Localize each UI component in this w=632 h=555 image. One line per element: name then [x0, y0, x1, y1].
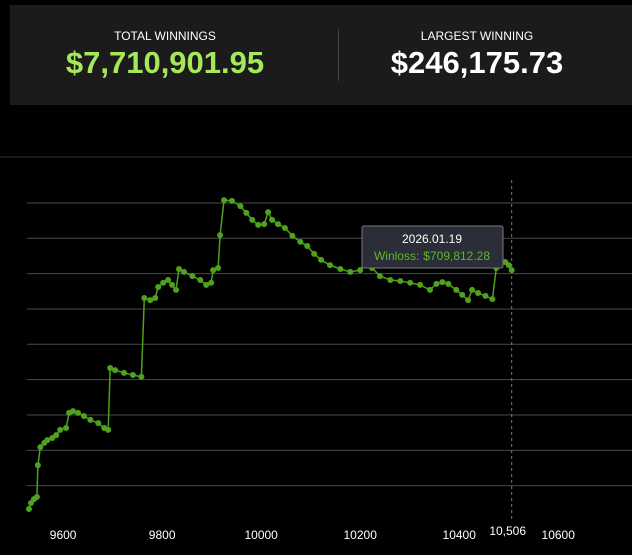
data-point: [180, 268, 187, 275]
data-point: [465, 297, 472, 304]
data-point: [208, 279, 215, 286]
x-tick-label: 9600: [50, 528, 77, 542]
data-point: [189, 273, 196, 280]
data-point: [304, 243, 311, 250]
data-point: [80, 413, 87, 420]
data-point: [105, 426, 112, 433]
data-point: [147, 297, 154, 304]
data-point: [173, 286, 180, 293]
data-point: [203, 281, 210, 288]
x-tick-label: 10200: [344, 528, 378, 542]
tooltip-value-label: $709,812.28: [423, 249, 490, 263]
stat-label: LARGEST WINNING: [420, 29, 534, 43]
largest-stat: LARGEST WINNING $246,175.73: [322, 5, 632, 105]
data-point: [210, 267, 217, 274]
data-point: [407, 279, 414, 286]
data-point: [165, 276, 172, 283]
data-point: [217, 232, 224, 239]
x-tick-label: 10600: [542, 528, 576, 542]
data-point: [63, 425, 70, 432]
data-point: [57, 426, 64, 433]
data-point: [107, 364, 114, 371]
tooltip-value-name: Winloss:: [374, 249, 419, 263]
data-point: [261, 221, 268, 228]
data-point: [453, 286, 460, 293]
separator: [338, 29, 339, 81]
data-point: [87, 416, 94, 423]
stat-value: $246,175.73: [390, 45, 564, 80]
data-point: [160, 279, 167, 286]
data-point: [33, 493, 40, 500]
data-point: [255, 221, 262, 228]
data-point: [357, 267, 364, 274]
data-point: [70, 408, 77, 415]
data-point: [243, 209, 250, 216]
data-point: [347, 268, 354, 275]
data-point: [469, 286, 476, 293]
data-point: [439, 279, 446, 286]
data-point: [387, 276, 394, 283]
data-point: [228, 197, 235, 204]
stats-panel: TOTAL WINNINGS $7,710,901.95 LARGEST WIN…: [10, 5, 632, 105]
data-point: [95, 420, 102, 427]
x-tick-label: 9800: [149, 528, 176, 542]
data-point: [311, 250, 318, 257]
data-point: [318, 256, 325, 263]
data-point: [53, 432, 60, 439]
data-point: [508, 267, 515, 274]
data-point: [281, 225, 288, 232]
data-point: [152, 295, 159, 302]
stat-label: TOTAL WINNINGS: [114, 29, 216, 43]
data-point: [326, 262, 333, 269]
data-point: [265, 209, 272, 216]
data-point: [445, 280, 452, 287]
data-point: [215, 264, 222, 271]
total-stat: TOTAL WINNINGS $7,710,901.95: [10, 5, 320, 105]
data-point: [155, 284, 162, 291]
data-point: [129, 372, 136, 379]
data-point: [175, 266, 182, 273]
tooltip-box: [361, 225, 504, 269]
crosshair-label: 10,506: [489, 524, 526, 538]
data-point: [475, 290, 482, 297]
x-tick-label: 10400: [443, 528, 477, 542]
data-point: [482, 292, 489, 299]
data-point: [141, 295, 148, 302]
data-point: [197, 276, 204, 283]
stat-value: $7,710,901.95: [65, 45, 265, 80]
tooltip-value: Winloss: $709,812.28: [374, 249, 490, 263]
data-point: [169, 281, 176, 288]
data-point: [289, 232, 296, 239]
data-point: [74, 409, 81, 416]
data-point: [489, 296, 496, 303]
data-point: [44, 437, 51, 444]
data-point: [37, 444, 44, 451]
data-point: [269, 216, 276, 223]
data-point: [376, 273, 383, 280]
data-point: [121, 369, 128, 376]
data-point: [249, 216, 256, 223]
data-point: [427, 286, 434, 293]
data-point: [275, 221, 282, 228]
data-point: [112, 367, 119, 374]
data-point: [221, 197, 228, 204]
data-point: [25, 505, 32, 512]
data-point: [34, 462, 41, 469]
data-point: [417, 281, 424, 288]
data-point: [237, 203, 244, 210]
data-point: [397, 278, 404, 285]
data-point: [433, 280, 440, 287]
data-point: [505, 262, 512, 269]
tooltip: 2026.01.19 Winloss: $709,812.28: [361, 225, 504, 269]
data-point: [138, 373, 145, 380]
tooltip-date: 2026.01.19: [402, 232, 462, 246]
data-point: [459, 291, 466, 298]
x-tick-label: 10000: [244, 528, 278, 542]
data-point: [297, 238, 304, 245]
data-point: [337, 266, 344, 273]
